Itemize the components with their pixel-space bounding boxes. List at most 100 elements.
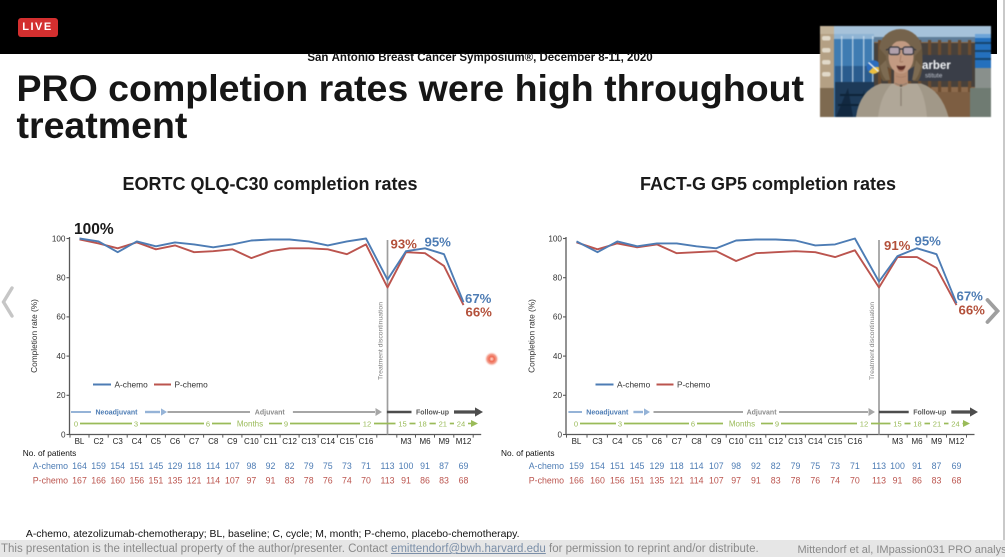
- svg-text:C15: C15: [828, 437, 843, 446]
- svg-text:91%: 91%: [884, 238, 911, 253]
- svg-text:C7: C7: [189, 437, 200, 446]
- svg-text:60: 60: [56, 313, 66, 322]
- svg-text:C15: C15: [340, 437, 355, 446]
- svg-text:0: 0: [574, 419, 578, 428]
- svg-text:107: 107: [709, 476, 724, 486]
- svg-text:100%: 100%: [74, 221, 114, 238]
- svg-text:91: 91: [420, 461, 430, 471]
- svg-text:93%: 93%: [391, 237, 418, 252]
- svg-text:15: 15: [398, 419, 406, 428]
- svg-text:12: 12: [363, 419, 371, 428]
- svg-text:75: 75: [810, 461, 820, 471]
- svg-text:C13: C13: [788, 437, 803, 446]
- svg-text:67%: 67%: [465, 291, 492, 306]
- svg-text:A-chemo: A-chemo: [115, 380, 149, 390]
- svg-text:91: 91: [266, 476, 276, 486]
- svg-text:70: 70: [361, 476, 371, 486]
- svg-text:Follow-up: Follow-up: [913, 410, 946, 417]
- svg-text:113: 113: [872, 476, 886, 486]
- svg-text:FACT-G GP5 completion rates: FACT-G GP5 completion rates: [640, 174, 896, 194]
- svg-text:C14: C14: [320, 437, 335, 446]
- svg-text:A-chemo: A-chemo: [33, 461, 68, 471]
- svg-text:69: 69: [459, 461, 469, 471]
- svg-text:145: 145: [630, 461, 645, 471]
- svg-text:79: 79: [791, 461, 801, 471]
- svg-text:107: 107: [709, 461, 724, 471]
- svg-text:83: 83: [771, 476, 781, 486]
- svg-text:21: 21: [933, 419, 941, 428]
- svg-text:82: 82: [285, 461, 295, 471]
- svg-text:83: 83: [285, 476, 295, 486]
- svg-text:21: 21: [439, 419, 447, 428]
- svg-text:87: 87: [932, 461, 942, 471]
- svg-text:Treatment discontinuation: Treatment discontinuation: [869, 302, 876, 380]
- svg-text:129: 129: [650, 461, 665, 471]
- svg-text:C16: C16: [359, 437, 374, 446]
- svg-text:C9: C9: [711, 437, 722, 446]
- svg-text:C11: C11: [749, 437, 764, 446]
- svg-text:76: 76: [810, 476, 820, 486]
- svg-text:C3: C3: [592, 437, 603, 446]
- svg-text:0: 0: [557, 430, 562, 439]
- svg-text:C11: C11: [263, 437, 278, 446]
- svg-text:Follow-up: Follow-up: [416, 410, 449, 417]
- svg-text:6: 6: [206, 419, 210, 428]
- svg-text:118: 118: [187, 461, 201, 471]
- svg-text:100: 100: [52, 234, 66, 243]
- svg-text:100: 100: [548, 234, 562, 243]
- svg-text:151: 151: [149, 476, 164, 486]
- svg-text:No. of patients: No. of patients: [501, 448, 555, 458]
- svg-text:3: 3: [134, 419, 138, 428]
- svg-text:Adjuvant: Adjuvant: [747, 410, 778, 417]
- svg-text:159: 159: [569, 461, 584, 471]
- svg-text:76: 76: [323, 476, 333, 486]
- svg-text:67%: 67%: [957, 289, 984, 304]
- svg-text:15: 15: [893, 419, 901, 428]
- svg-text:Months: Months: [237, 419, 263, 428]
- svg-text:Treatment discontinuation: Treatment discontinuation: [378, 302, 385, 380]
- svg-text:20: 20: [553, 391, 563, 400]
- svg-text:79: 79: [304, 461, 314, 471]
- svg-text:Neoadjuvant: Neoadjuvant: [586, 410, 629, 417]
- svg-text:C4: C4: [612, 437, 623, 446]
- svg-text:159: 159: [91, 461, 106, 471]
- svg-text:P-chemo: P-chemo: [175, 380, 209, 390]
- svg-text:68: 68: [459, 476, 469, 486]
- svg-text:C6: C6: [652, 437, 663, 446]
- svg-text:Months: Months: [729, 419, 755, 428]
- svg-text:73: 73: [342, 461, 352, 471]
- svg-text:Adjuvant: Adjuvant: [255, 410, 286, 417]
- svg-text:Completion rate (%): Completion rate (%): [29, 299, 39, 373]
- svg-text:M12: M12: [949, 437, 965, 446]
- svg-text:24: 24: [951, 419, 959, 428]
- svg-text:66%: 66%: [466, 305, 493, 320]
- svg-text:114: 114: [689, 476, 703, 486]
- svg-text:129: 129: [168, 461, 183, 471]
- svg-text:87: 87: [439, 461, 449, 471]
- svg-text:97: 97: [731, 476, 741, 486]
- svg-text:18: 18: [418, 419, 426, 428]
- svg-text:114: 114: [206, 461, 220, 471]
- svg-text:98: 98: [247, 461, 257, 471]
- svg-text:69: 69: [952, 461, 962, 471]
- svg-text:A-chemo: A-chemo: [529, 461, 564, 471]
- svg-text:C3: C3: [113, 437, 124, 446]
- svg-text:C9: C9: [227, 437, 238, 446]
- svg-text:100: 100: [890, 461, 905, 471]
- svg-text:C12: C12: [282, 437, 297, 446]
- svg-text:C6: C6: [170, 437, 181, 446]
- svg-text:9: 9: [284, 419, 288, 428]
- svg-text:82: 82: [771, 461, 781, 471]
- svg-text:C5: C5: [632, 437, 643, 446]
- svg-text:100: 100: [399, 461, 414, 471]
- svg-text:121: 121: [669, 476, 684, 486]
- svg-text:M12: M12: [456, 437, 472, 446]
- svg-text:P-chemo: P-chemo: [529, 476, 564, 486]
- svg-text:135: 135: [650, 476, 665, 486]
- svg-text:167: 167: [72, 476, 87, 486]
- svg-text:166: 166: [91, 476, 106, 486]
- svg-text:C13: C13: [301, 437, 316, 446]
- svg-text:68: 68: [952, 476, 962, 486]
- svg-text:107: 107: [225, 476, 240, 486]
- svg-text:C2: C2: [93, 437, 104, 446]
